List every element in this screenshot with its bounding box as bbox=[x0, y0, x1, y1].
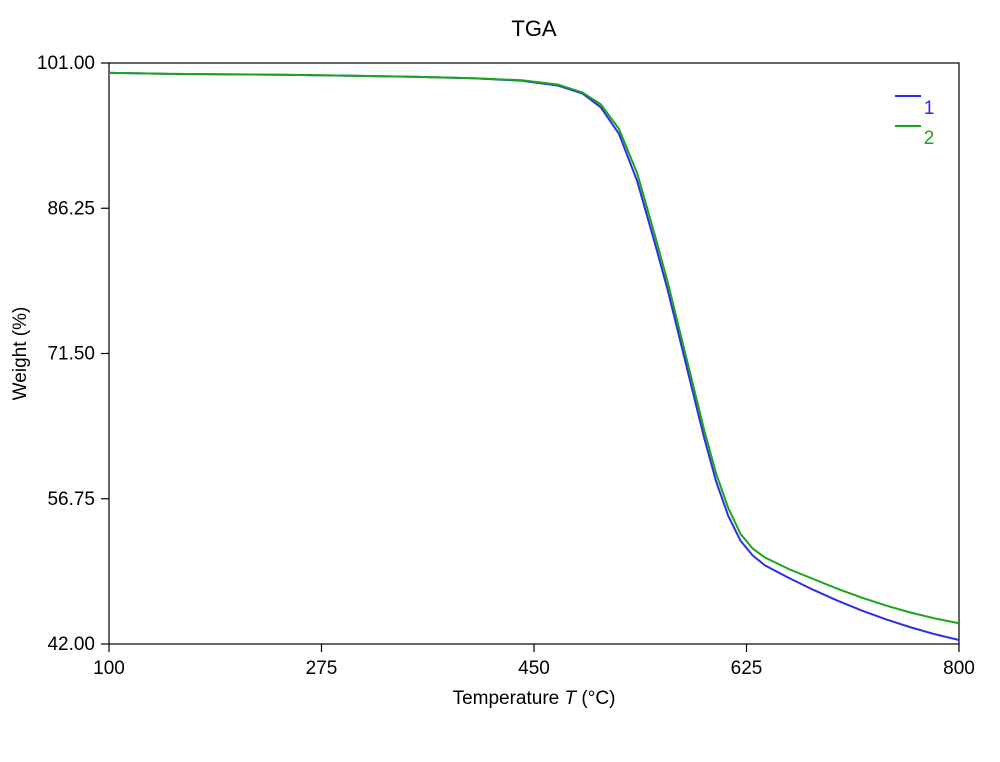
x-tick-label: 275 bbox=[306, 658, 338, 679]
x-tick-label: 100 bbox=[93, 658, 125, 679]
tga-chart: TGA 100 275 450 625 800 Temperature T (°C) 42.0… bbox=[0, 0, 1000, 762]
y-tick-label: 101.00 bbox=[37, 53, 95, 74]
chart-title: TGA bbox=[511, 16, 557, 41]
x-tick-label: 450 bbox=[518, 658, 550, 679]
y-tick-label: 42.00 bbox=[47, 634, 95, 655]
x-tick-label: 800 bbox=[943, 658, 975, 679]
y-tick-label: 56.75 bbox=[47, 489, 95, 510]
y-tick-label: 86.25 bbox=[47, 198, 95, 219]
x-axis-label: Temperature T (°C) bbox=[453, 688, 616, 709]
chart-svg: TGA 100 275 450 625 800 Temperature T (°C) 42.0… bbox=[0, 0, 1000, 762]
x-tick-label: 625 bbox=[731, 658, 763, 679]
legend-label-2: 2 bbox=[924, 128, 935, 149]
y-tick-label: 71.50 bbox=[47, 344, 95, 365]
legend-label-1: 1 bbox=[924, 98, 935, 119]
y-axis-label: Weight (%) bbox=[10, 307, 31, 401]
